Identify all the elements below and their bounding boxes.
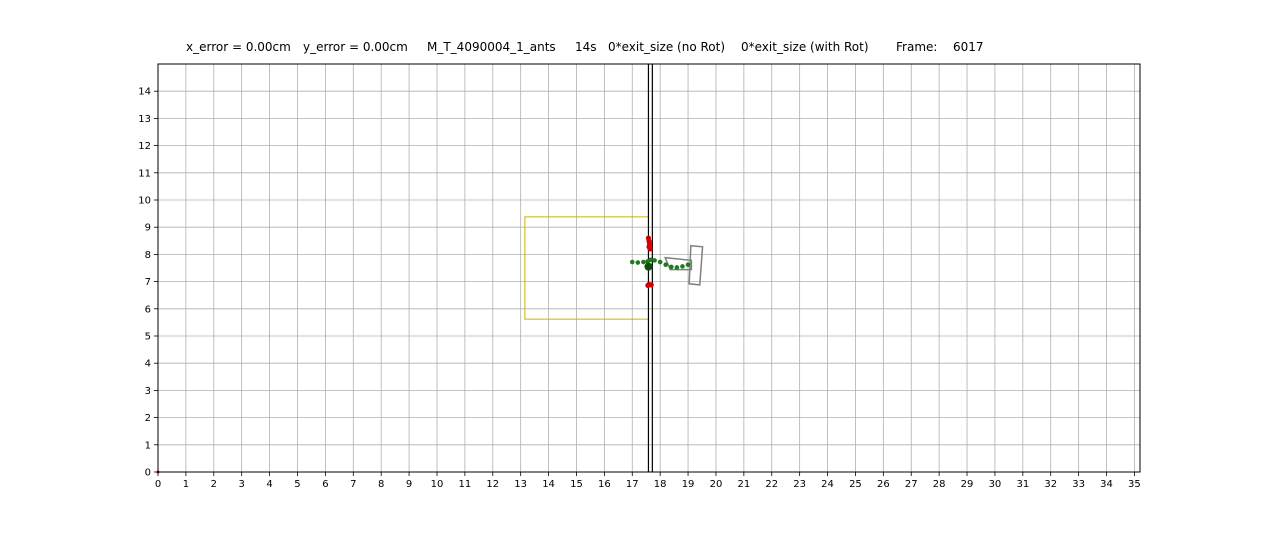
y-tick-label: 6 (145, 304, 151, 315)
x-tick-label: 14 (542, 479, 555, 490)
trajectory-point (629, 259, 635, 265)
x-tick-label: 21 (737, 479, 750, 490)
y-tick-label: 8 (145, 250, 151, 261)
shape-polygon (663, 256, 693, 271)
title-experiment: M_T_4090004_1_ants (427, 40, 556, 54)
x-tick-label: 9 (406, 479, 412, 490)
trajectory-point (680, 264, 685, 269)
x-tick-label: 2 (211, 479, 217, 490)
y-tick-label: 7 (145, 277, 151, 288)
y-tick-label: 14 (138, 87, 151, 98)
x-tick-label: 28 (933, 479, 946, 490)
title-x-error: x_error = 0.00cm (186, 40, 291, 54)
title-exit-with-rot: 0*exit_size (with Rot) (741, 40, 869, 54)
trajectory-point (641, 259, 646, 265)
y-tick-label: 3 (145, 386, 151, 397)
title-frame-value: 6017 (953, 40, 984, 54)
x-tick-label: 22 (765, 479, 778, 490)
contact-point (645, 282, 651, 289)
x-tick-label: 7 (350, 479, 356, 490)
trajectory-point (635, 260, 641, 265)
trajectory-highlight-point (644, 262, 653, 271)
x-tick-label: 6 (322, 479, 328, 490)
x-tick-label: 0 (155, 479, 161, 490)
x-tick-label: 15 (570, 479, 583, 490)
shape-polygon (688, 244, 704, 286)
y-tick-label: 4 (145, 359, 151, 370)
x-tick-label: 33 (1072, 479, 1085, 490)
y-tick-label: 1 (145, 440, 151, 451)
x-tick-label: 17 (626, 479, 639, 490)
plot-title: x_error = 0.00cm y_error = 0.00cm M_T_40… (186, 40, 984, 54)
x-tick-label: 35 (1128, 479, 1141, 490)
title-time: 14s (575, 40, 597, 54)
x-tick-label: 3 (239, 479, 245, 490)
x-tick-label: 4 (266, 479, 272, 490)
x-tick-label: 27 (905, 479, 918, 490)
x-tick-label: 19 (682, 479, 695, 490)
title-frame-label: Frame: (896, 40, 937, 54)
x-tick-label: 25 (849, 479, 862, 490)
trajectory-point (657, 259, 663, 265)
x-tick-label: 20 (710, 479, 723, 490)
axes-frame (157, 63, 1141, 473)
axes: 0 1 2 3 4 5 6 7 8 9 10 11 12 13 14 15 16 17 18 19 20 21 22 23 24… (138, 63, 1141, 490)
trajectory-point (648, 257, 653, 263)
x-tick-label: 12 (486, 479, 499, 490)
x-tick-label: 16 (598, 479, 611, 490)
x-tick-label: 24 (821, 479, 834, 490)
y-tick-label: 12 (138, 141, 151, 152)
y-tick-label: 0 (145, 468, 151, 479)
x-tick-label: 23 (793, 479, 806, 490)
plot-content (156, 64, 704, 474)
trajectory-point (652, 258, 657, 263)
x-tick-label: 31 (1016, 479, 1029, 490)
title-exit-no-rot: 0*exit_size (no Rot) (608, 40, 725, 54)
x-tick-label: 32 (1044, 479, 1057, 490)
y-tick-label: 2 (145, 413, 151, 424)
x-tick-label: 1 (183, 479, 189, 490)
x-tick-label: 8 (378, 479, 384, 490)
x-tick-label: 18 (654, 479, 667, 490)
x-tick-label: 26 (877, 479, 890, 490)
trajectory-point (685, 262, 691, 268)
x-tick-label: 10 (431, 479, 444, 490)
trajectory-point (663, 262, 669, 268)
y-tick-label: 11 (138, 168, 151, 179)
y-tick-label: 13 (138, 114, 151, 125)
y-tick-label: 10 (138, 196, 151, 207)
x-tick-label: 30 (989, 479, 1002, 490)
y-tick-label: 5 (145, 332, 151, 343)
y-tick-label: 9 (145, 223, 151, 234)
x-tick-label: 5 (294, 479, 300, 490)
x-tick-label: 13 (514, 479, 527, 490)
contact-point (647, 246, 653, 252)
x-tick-label: 29 (961, 479, 974, 490)
x-tick-label: 11 (459, 479, 472, 490)
trajectory-point (669, 264, 674, 270)
trajectory-point (674, 265, 680, 270)
x-tick-label: 34 (1100, 479, 1113, 490)
maze-box (524, 216, 649, 320)
title-y-error: y_error = 0.00cm (303, 40, 408, 54)
